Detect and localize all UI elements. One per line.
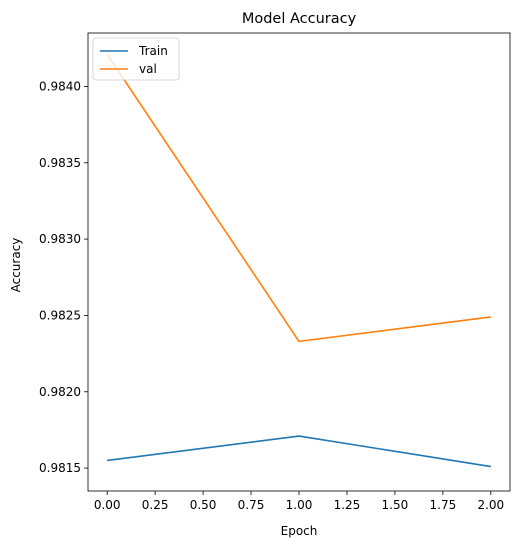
y-tick-label: 0.9830 xyxy=(39,232,81,246)
x-tick-label: 0.75 xyxy=(238,498,265,512)
x-tick-label: 2.00 xyxy=(477,498,504,512)
y-tick-label: 0.9825 xyxy=(39,308,81,322)
y-tick-label: 0.9840 xyxy=(39,79,81,93)
ticks-layer: 0.00 0.25 0.50 0.75 1.00 1.25 1.50 1.75 2.00 0.98… xyxy=(39,79,504,512)
series-line-val xyxy=(106,53,491,343)
x-tick-label: 1.75 xyxy=(430,498,457,512)
plot-area-frame xyxy=(87,32,511,492)
y-tick-label: 0.9820 xyxy=(39,385,81,399)
legend-label-val: val xyxy=(139,62,157,76)
legend: Train val xyxy=(92,37,180,81)
legend-label-train: Train xyxy=(138,44,168,58)
x-axis-title: Epoch xyxy=(281,524,318,538)
x-tick-label: 1.00 xyxy=(286,498,313,512)
y-axis-title: Accuracy xyxy=(9,238,23,293)
x-tick-label: 0.50 xyxy=(190,498,217,512)
y-tick-label: 0.9815 xyxy=(39,461,81,475)
chart-title: Model Accuracy xyxy=(242,11,357,27)
series-layer xyxy=(106,53,491,468)
series-line-train xyxy=(107,435,491,468)
x-tick-label: 0.00 xyxy=(94,498,121,512)
x-tick-label: 1.50 xyxy=(382,498,409,512)
x-tick-label: 0.25 xyxy=(142,498,169,512)
x-tick-label: 1.25 xyxy=(334,498,361,512)
y-tick-label: 0.9835 xyxy=(39,156,81,170)
